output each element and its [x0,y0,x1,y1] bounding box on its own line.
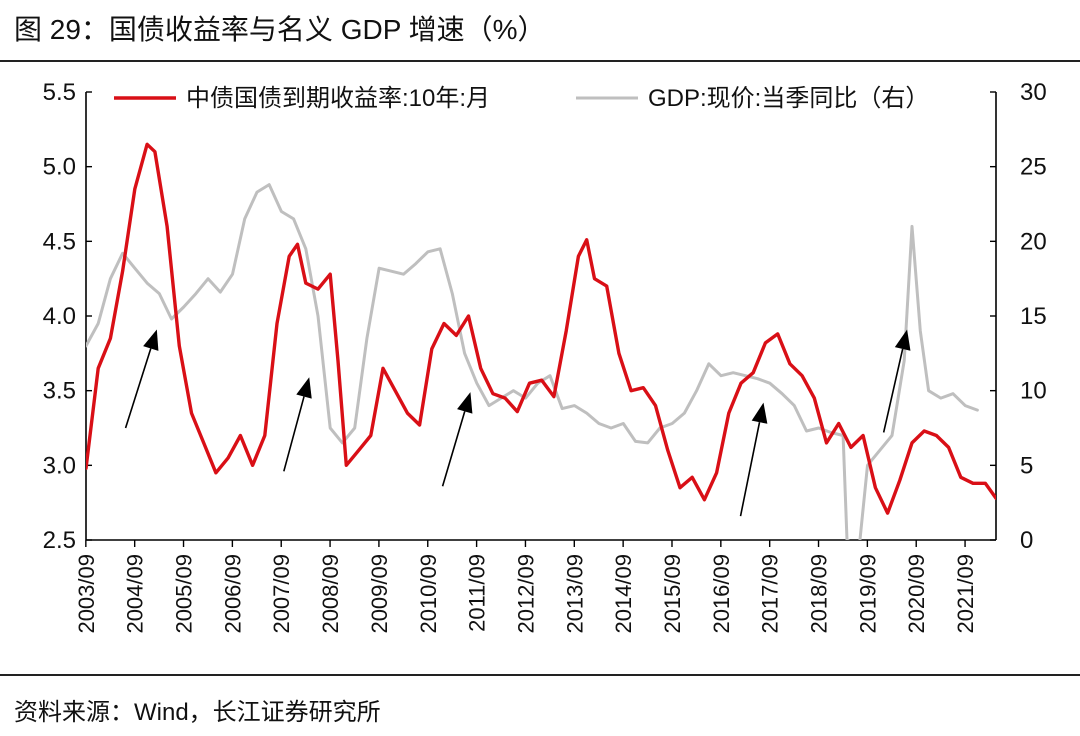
annotation-arrow-shaft [441,411,466,487]
x-tick-label: 2013/09 [562,554,587,634]
x-tick-label: 2017/09 [758,554,783,634]
x-tick-label: 2007/09 [269,554,294,634]
x-tick-label: 2006/09 [220,554,245,634]
y-right-tick-label: 25 [1020,154,1047,181]
legend: 中债国债到期收益率:10年:月 GDP:现价:当季同比（右） [114,85,929,112]
x-tick-label: 2009/09 [367,554,392,634]
y-right-tick-label: 20 [1020,228,1047,255]
bottom-rule [0,674,1080,676]
legend-label-yield: 中债国债到期收益率:10年:月 [186,85,490,112]
annotation-arrow-shaft [124,348,152,429]
y-right-tick-label: 30 [1020,79,1047,106]
annotations [124,329,911,517]
x-tick-label: 2019/09 [855,554,880,634]
series [86,142,996,540]
y-right-tick-label: 15 [1020,303,1047,330]
y-left-tick-label: 3.5 [43,378,76,405]
y-left-tick-label: 2.5 [43,527,76,554]
annotation-arrow-shaft [283,396,305,472]
y-left-tick-label: 4.0 [43,303,76,330]
annotation-arrow-head [457,392,473,414]
x-tick-label: 2015/09 [660,554,685,634]
x-tick-label: 2012/09 [513,554,538,634]
annotation-arrow-head [296,377,312,399]
annotation-arrow-shaft [882,348,904,433]
y-left-tick-label: 3.0 [43,452,76,479]
series-line-yield [86,142,996,515]
series-line-gdp [86,183,979,540]
y-right-tick-label: 0 [1020,527,1033,554]
y-right-tick-label: 10 [1020,378,1047,405]
x-tick-label: 2020/09 [904,554,929,634]
y-left-tick-label: 5.5 [43,79,76,106]
x-tick-label: 2010/09 [416,554,441,634]
y-left-tick-label: 4.5 [43,228,76,255]
x-tick-label: 2008/09 [318,554,343,634]
annotation-arrow-shaft [739,422,761,517]
axes: 2.5 3.0 3.5 4.0 4.5 5.0 5.5 0 5 10 15 20 25 30 2003/09… [43,79,1047,634]
x-tick-label: 2018/09 [807,554,832,634]
x-tick-label: 2021/09 [953,554,978,634]
annotation-arrow-head [894,329,911,351]
y-right-tick-label: 5 [1020,452,1033,479]
x-tick-label: 2003/09 [74,554,99,634]
x-tick-label: 2014/09 [611,554,636,634]
y-left-tick-label: 5.0 [43,154,76,181]
legend-label-gdp: GDP:现价:当季同比（右） [648,85,929,112]
x-tick-label: 2011/09 [465,554,490,632]
annotation-arrow-head [143,329,159,351]
top-rule [0,60,1080,62]
x-tick-label: 2005/09 [172,554,197,634]
yield-gdp-chart: 2.5 3.0 3.5 4.0 4.5 5.0 5.5 0 5 10 15 20 25 30 2003/09… [43,79,1047,634]
source-note: 资料来源：Wind，长江证券研究所 [14,699,381,726]
x-tick-label: 2004/09 [123,554,148,634]
annotation-arrow-head [751,402,768,424]
x-tick-label: 2016/09 [709,554,734,634]
figure-title: 图 29：国债收益率与名义 GDP 增速（%） [14,14,546,45]
